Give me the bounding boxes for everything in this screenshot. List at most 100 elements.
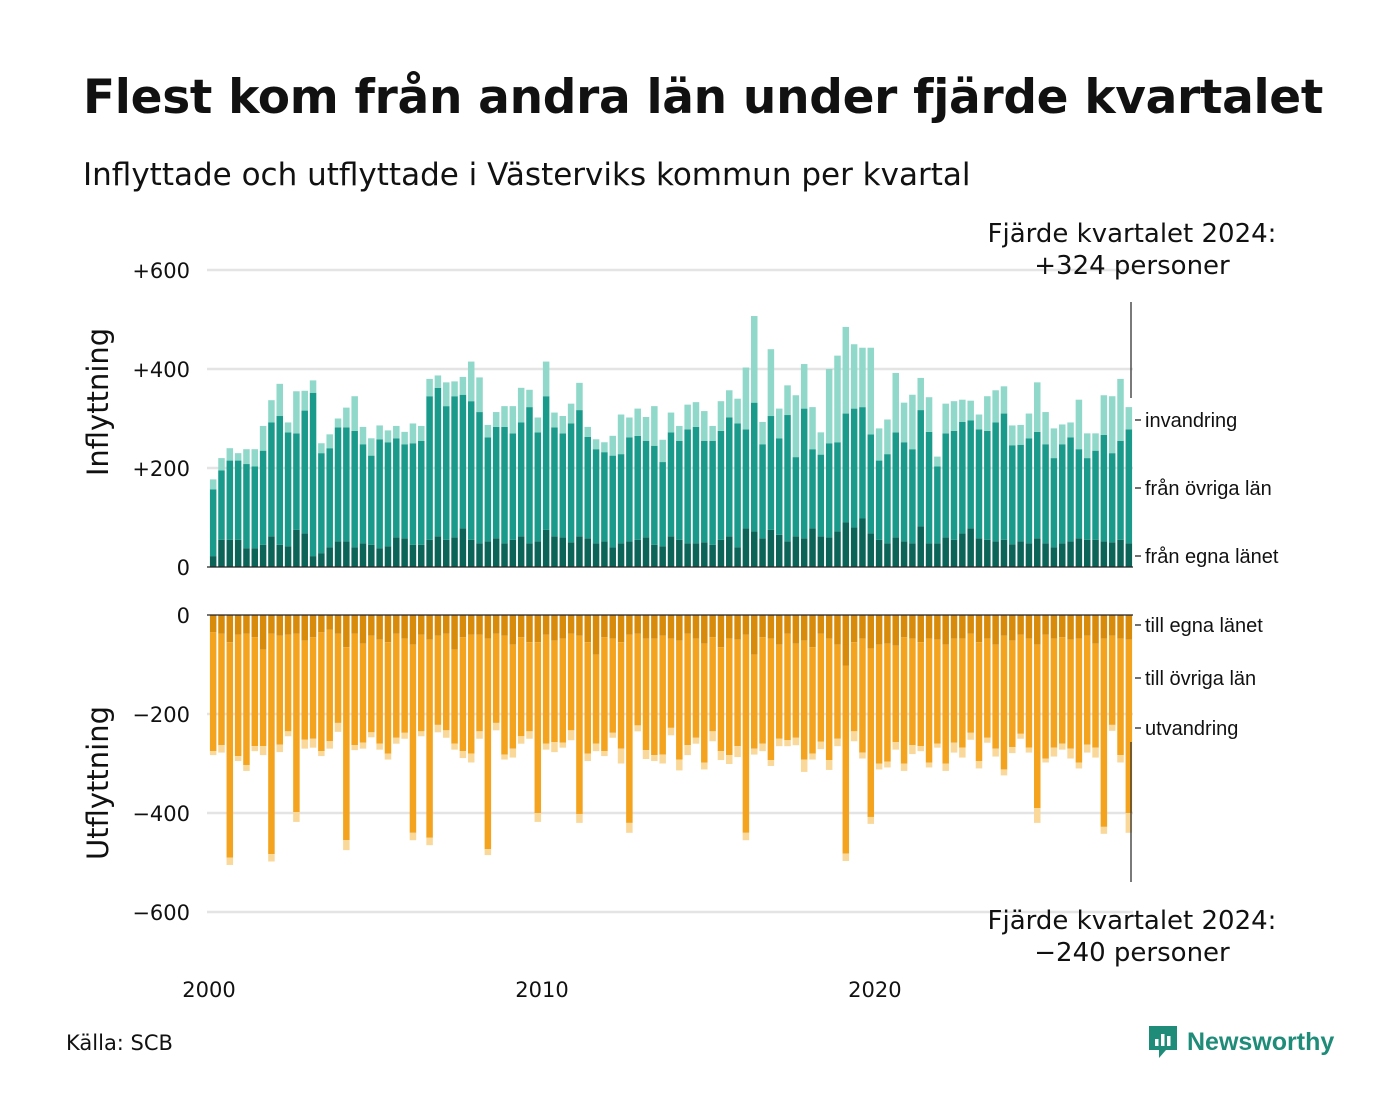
bar-segment [393,537,400,567]
bar-segment [434,387,442,537]
bar-segment [517,387,525,423]
bar-segment [1100,615,1108,639]
segment-label: från egna länet [1145,546,1279,568]
bar-segment [542,615,550,635]
bar-segment [418,425,425,441]
bar-segment [351,396,358,431]
bar-segment [1083,433,1091,459]
bar-segment [293,391,300,434]
bar-segment [1108,724,1116,731]
bar-segment [676,440,683,540]
bar-segment [701,643,708,763]
bar-segment [1075,762,1083,769]
bar-segment [859,752,866,759]
bar-segment [318,615,325,633]
y-tick-label: 0 [177,604,190,628]
bar-segment [384,442,392,547]
bar-segment [409,644,417,833]
bar-segment [659,754,666,764]
bar-segment [1092,747,1099,758]
bar-segment [734,746,741,758]
bar-segment [775,438,783,535]
bar-segment [959,399,966,422]
bar-segment [1100,541,1108,567]
bar-segment [817,536,825,567]
bar-segment [717,401,725,431]
bar-segment [309,738,317,748]
y-tick-label: +200 [132,457,190,481]
bar-segment [884,543,891,567]
bar-segment [334,615,342,634]
bar-segment [293,812,300,822]
bar-segment [942,763,949,771]
bar-segment [1075,538,1083,567]
y-tick-label: −600 [132,901,190,925]
bar-segment [443,730,450,738]
bar-segment [925,397,933,432]
bar-segment [859,615,866,639]
bar-segment [251,548,259,567]
bar-segment [626,615,633,635]
bar-segment [393,425,400,439]
bar-segment [667,412,675,433]
bar-segment [443,406,450,540]
bar-segment [834,738,841,747]
bar-segment [850,344,858,409]
bar-segment [484,541,492,567]
bar-segment [884,454,891,544]
bar-segment [509,644,517,749]
bar-segment [567,542,575,567]
segment-label: till egna länet [1145,615,1263,637]
bar-segment [251,746,259,752]
bar-segment [651,544,658,567]
bar-segment [426,539,433,567]
bar-segment [1067,422,1074,438]
bar-segment [209,479,217,490]
bar-segment [1017,733,1024,739]
bar-segment [784,415,791,542]
bar-segment [551,640,558,743]
bar-segment [559,638,567,743]
bar-segment [1050,615,1058,639]
bar-segment [534,432,542,542]
bar-segment [1034,382,1041,432]
bar-segment [318,553,325,567]
bar-segment [975,642,983,762]
outflow-bars [209,615,1133,865]
bar-segment [351,430,358,548]
bar-segment [467,615,475,635]
bar-segment [1059,444,1066,544]
bar-segment [825,615,833,639]
bar-segment [409,615,417,645]
segment-label: till övriga län [1145,668,1256,690]
bar-segment [1100,826,1108,834]
bar-segment [634,633,641,726]
bar-segment [534,417,542,433]
bar-segment [959,747,966,758]
bar-segment [418,634,425,732]
bar-segment [218,470,225,540]
bar-segment [1117,440,1124,540]
y-tick-label: +600 [132,259,190,283]
bar-segment [343,407,350,428]
bar-segment [684,745,691,756]
bar-segment [1059,424,1066,445]
bar-segment [900,615,908,638]
bar-segment [384,430,392,443]
bar-segment [900,442,908,542]
bar-segment [984,638,991,738]
bar-segment [343,427,350,542]
bar-segment [293,615,300,634]
bar-segment [393,633,400,738]
bar-segment [950,539,958,567]
bar-segment [800,364,808,409]
bar-segment [1067,748,1074,759]
bar-segment [726,755,733,764]
bar-segment [501,754,508,760]
bar-segment [542,529,550,568]
bar-segment [234,453,242,461]
bar-segment [218,539,225,567]
bar-segment [676,615,683,641]
bar-segment [326,629,333,742]
bar-segment [376,743,383,750]
